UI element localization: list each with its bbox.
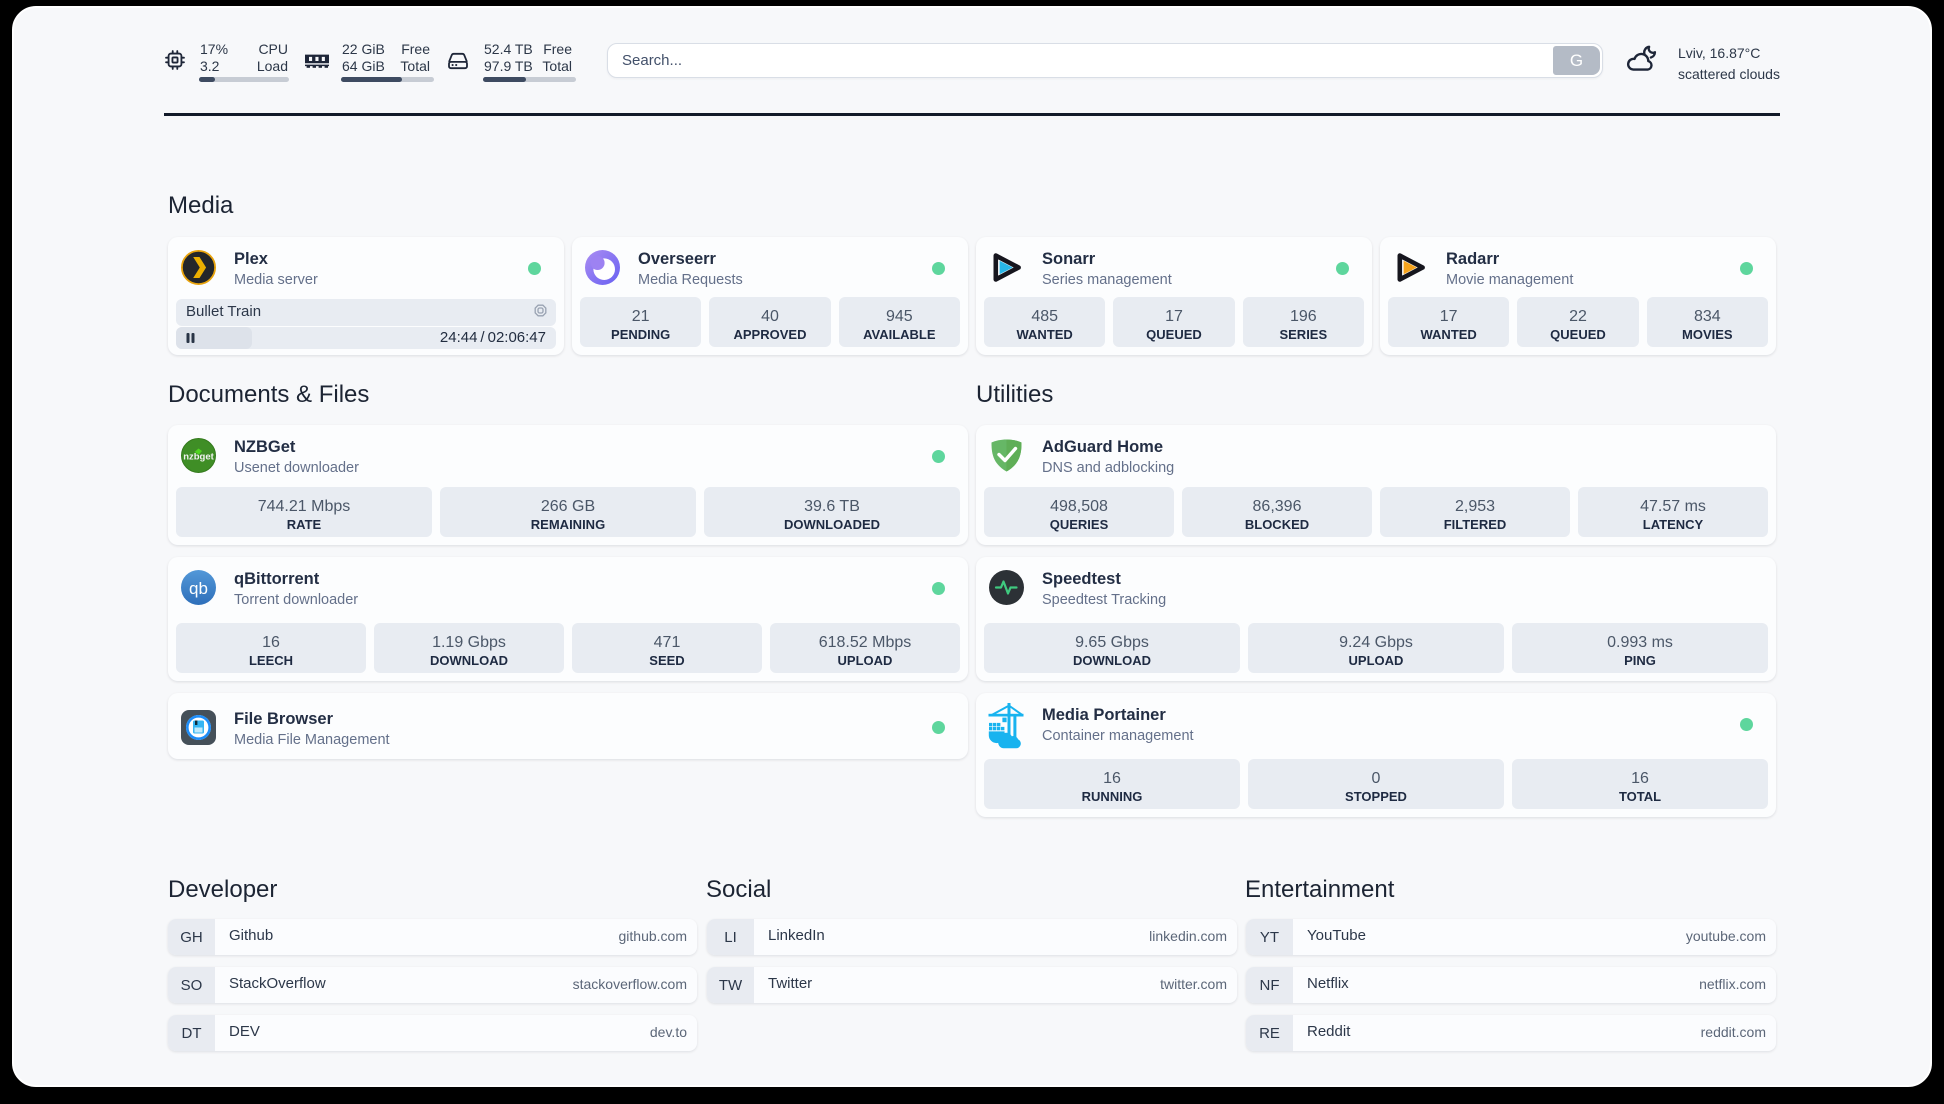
svg-text:nzbget: nzbget	[183, 452, 214, 463]
svg-text:qb: qb	[189, 579, 208, 598]
